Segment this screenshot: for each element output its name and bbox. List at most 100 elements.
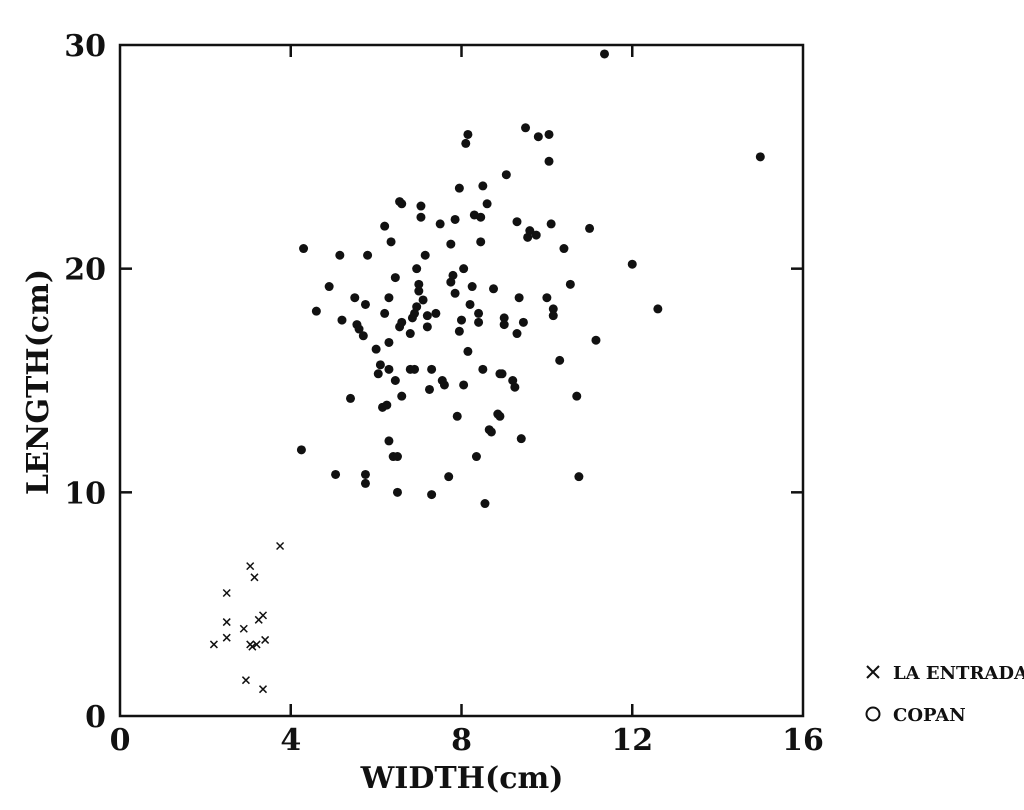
legend-label-copan: COPAN [893, 705, 966, 726]
la-entrada-point [258, 611, 268, 620]
data-markers [209, 49, 765, 694]
copan-point [501, 170, 511, 180]
copan-point [397, 391, 407, 401]
copan-point [486, 427, 496, 437]
copan-point [380, 308, 390, 318]
copan-point [414, 279, 424, 289]
copan-point [439, 380, 449, 390]
copan-point [565, 279, 575, 289]
copan-point [533, 132, 543, 142]
copan-point [572, 391, 582, 401]
copan-point [514, 293, 524, 303]
copan-point [414, 286, 424, 296]
copan-point [495, 411, 505, 421]
la-entrada-point [222, 633, 231, 642]
copan-point [474, 308, 484, 318]
copan-point [518, 317, 528, 327]
copan-point [555, 355, 565, 365]
copan-point [448, 270, 458, 280]
la-entrada-point [250, 573, 259, 582]
copan-point [444, 472, 454, 482]
y-tick-label: 0 [85, 700, 106, 735]
legend-item-copan: COPAN [865, 705, 966, 726]
copan-point [346, 393, 356, 403]
copan-point [512, 329, 522, 339]
copan-point [390, 273, 400, 283]
x-axis-tick-labels: 0 4 8 12 16 [110, 723, 824, 758]
copan-point [299, 244, 309, 254]
copan-point [574, 472, 584, 482]
copan-point [627, 259, 637, 269]
copan-point [478, 364, 488, 374]
legend-x-marker-icon [866, 665, 880, 679]
copan-point [497, 369, 507, 379]
la-entrada-point [246, 562, 255, 571]
copan-point [350, 293, 360, 303]
copan-point [465, 299, 475, 309]
copan-point [480, 499, 490, 509]
copan-point [463, 129, 473, 139]
copan-point [755, 152, 765, 162]
copan-point [375, 360, 385, 370]
copan-point [422, 322, 432, 332]
copan-point [499, 313, 509, 323]
copan-point [397, 317, 407, 327]
y-tick-label: 20 [64, 253, 106, 288]
copan-point [416, 212, 426, 222]
y-tick-label: 10 [64, 476, 106, 511]
copan-point [335, 250, 345, 260]
copan-point [412, 302, 422, 312]
legend-circle-marker-icon [865, 706, 881, 722]
copan-point [512, 217, 522, 227]
copan-point [446, 239, 456, 249]
copan-point [410, 364, 420, 374]
copan-point [461, 138, 471, 148]
copan-point [354, 324, 364, 334]
la-entrada-point [222, 588, 231, 598]
x-tick-label: 12 [611, 723, 653, 758]
copan-point [422, 311, 432, 321]
copan-point [525, 226, 535, 236]
copan-point [452, 411, 462, 421]
copan-point [324, 282, 334, 292]
copan-point [544, 129, 554, 139]
copan-point [435, 219, 445, 229]
copan-point [471, 452, 481, 462]
copan-point [384, 293, 394, 303]
copan-point [373, 369, 383, 379]
copan-point [363, 250, 373, 260]
copan-point [405, 329, 415, 339]
copan-point [476, 237, 486, 247]
copan-point [360, 469, 370, 479]
copan-point [390, 376, 400, 385]
copan-point [412, 264, 422, 274]
copan-point [510, 382, 520, 392]
la-entrada-point [241, 676, 250, 685]
copan-point [392, 452, 402, 462]
copan-point [431, 308, 441, 318]
copan-point [331, 469, 341, 479]
legend-label-la-entrada: LA ENTRADA [893, 663, 1024, 684]
copan-point [384, 364, 394, 374]
x-tick-label: 4 [280, 723, 301, 758]
copan-point [467, 282, 477, 292]
copan-point [476, 212, 486, 222]
copan-point [384, 337, 394, 347]
copan-point [392, 487, 402, 497]
la-entrada-point [261, 635, 270, 644]
x-axis-ticks [289, 45, 634, 716]
copan-point [337, 315, 347, 325]
copan-point [424, 384, 434, 394]
copan-point [454, 183, 464, 193]
copan-point [585, 223, 595, 233]
copan-point [478, 181, 488, 191]
copan-point [531, 230, 541, 240]
copan-point [360, 299, 370, 309]
x-tick-label: 16 [782, 723, 824, 758]
copan-point [382, 400, 392, 410]
copan-point [454, 326, 464, 336]
copan-point [600, 49, 610, 59]
la-entrada-point [276, 541, 285, 551]
copan-point [489, 284, 499, 294]
la-entrada-point [239, 624, 248, 633]
